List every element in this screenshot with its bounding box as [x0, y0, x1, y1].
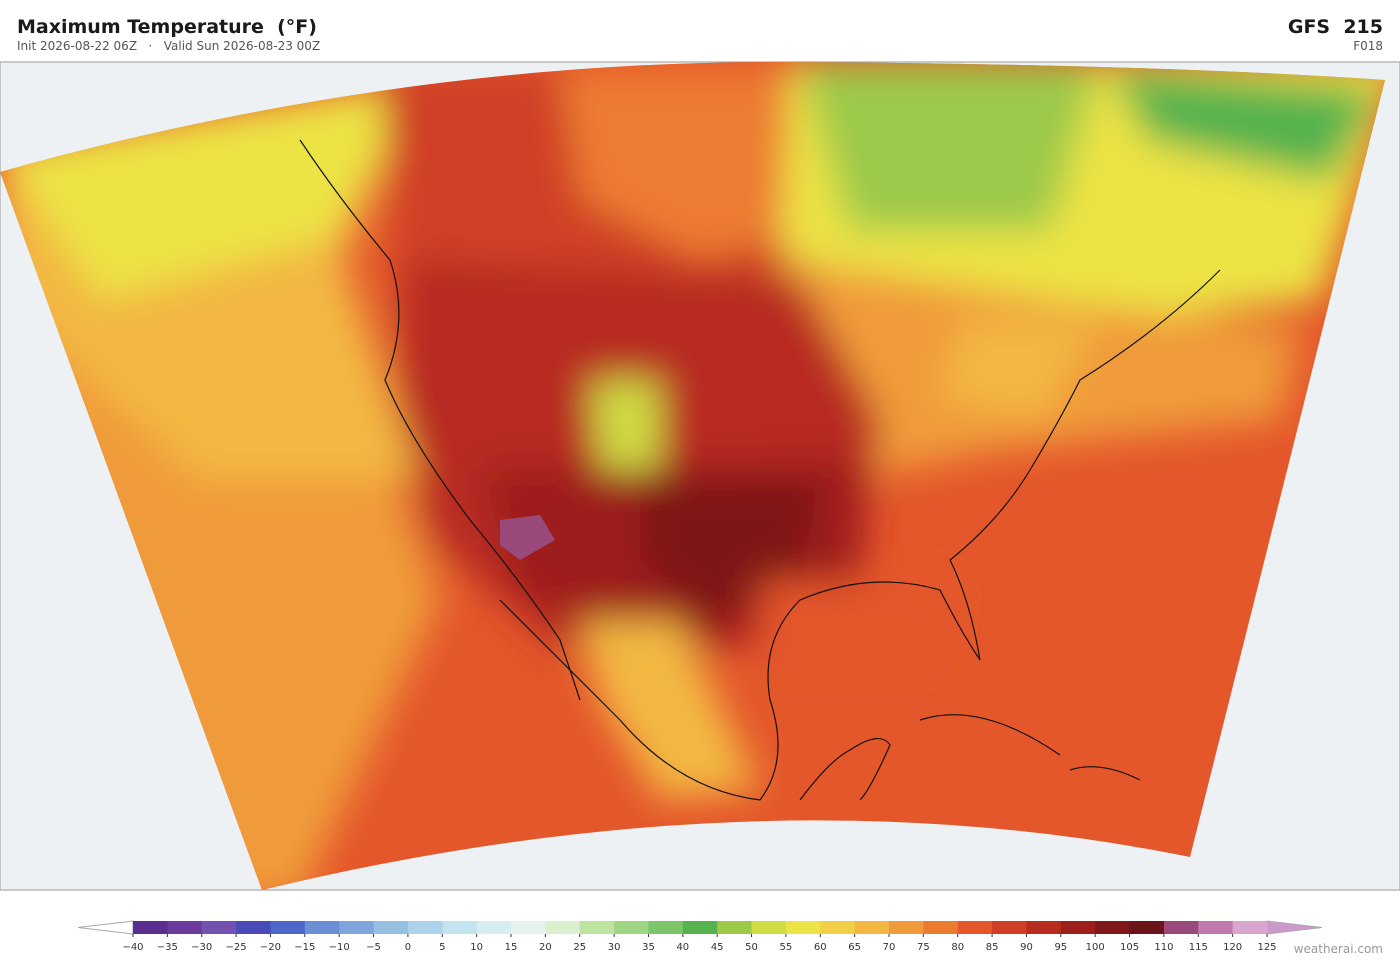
- colorbar-tick-label: 70: [883, 942, 896, 953]
- colorbar-tick-label: 90: [1020, 942, 1033, 953]
- colorbar-segment: [614, 921, 649, 934]
- colorbar-segment: [1163, 921, 1199, 934]
- colorbar-tick-label: −20: [260, 942, 281, 953]
- colorbar-tick-label: 85: [986, 942, 999, 953]
- colorbar-segment: [201, 921, 237, 934]
- colorbar-segment: [957, 921, 993, 934]
- colorbar-tick-label: 10: [470, 942, 483, 953]
- watermark: weatherai.com: [1293, 942, 1383, 956]
- colorbar-tick-label: 5: [439, 942, 445, 953]
- colorbar-segment: [889, 921, 924, 934]
- colorbar-tick-label: 115: [1189, 942, 1208, 953]
- colorbar-segment: [167, 921, 203, 934]
- colorbar-tick-label: −15: [294, 942, 315, 953]
- colorbar-segment: [579, 921, 615, 934]
- colorbar-segment: [992, 921, 1027, 934]
- colorbar-tick-label: 125: [1257, 942, 1276, 953]
- colorbar-tick-label: 65: [848, 942, 861, 953]
- colorbar-tick-label: 15: [505, 942, 518, 953]
- colorbar-segment: [854, 921, 890, 934]
- colorbar-segment: [923, 921, 959, 934]
- colorbar-tick-label: 50: [745, 942, 758, 953]
- colorbar-segment: [648, 921, 684, 934]
- colorbar-tick-label: −30: [191, 942, 212, 953]
- colorbar-tick-label: 105: [1120, 942, 1139, 953]
- colorbar-segment: [1060, 921, 1096, 934]
- colorbar-segment: [373, 921, 409, 934]
- colorbar-segment: [1129, 921, 1165, 934]
- colorbar-segment: [1198, 921, 1234, 934]
- colorbar-over: [1266, 920, 1323, 935]
- colorbar-tick-label: 95: [1054, 942, 1067, 953]
- temperature-field: [0, 61, 1385, 891]
- colorbar-tick-label: 110: [1154, 942, 1173, 953]
- colorbar-tick-label: −5: [366, 942, 381, 953]
- colorbar-segment: [1026, 921, 1062, 934]
- colorbar-segment: [407, 921, 443, 934]
- colorbar-segment: [476, 921, 512, 934]
- colorbar-tick-label: 0: [405, 942, 411, 953]
- colorbar-tick-label: 35: [642, 942, 655, 953]
- colorbar-tick-label: 45: [711, 942, 724, 953]
- colorbar-tick-label: 25: [573, 942, 586, 953]
- colorbar-under: [77, 920, 134, 935]
- forecast-hour: F018: [1353, 39, 1383, 53]
- title: Maximum Temperature (°F): [17, 16, 317, 38]
- colorbar-tick-label: 75: [917, 942, 930, 953]
- colorbar-tick-label: 30: [608, 942, 621, 953]
- colorbar-segment: [717, 921, 753, 934]
- colorbar-tick-label: 60: [814, 942, 827, 953]
- colorbar-segment: [1232, 921, 1268, 934]
- colorbar-segment: [751, 921, 787, 934]
- colorbar-tick-label: 100: [1086, 942, 1105, 953]
- colorbar-segment: [785, 921, 821, 934]
- colorbar-segment: [270, 921, 306, 934]
- colorbar-segment: [236, 921, 271, 934]
- colorbar-segment: [820, 921, 856, 934]
- model-label: GFS 215: [1287, 16, 1383, 38]
- colorbar-tick-label: 20: [539, 942, 552, 953]
- colorbar-tick-label: 120: [1223, 942, 1242, 953]
- colorbar-tick-label: 40: [676, 942, 689, 953]
- colorbar-tick-label: −10: [329, 942, 350, 953]
- colorbar-tick-label: −40: [122, 942, 143, 953]
- colorbar-tick-label: −35: [157, 942, 178, 953]
- colorbar-segment: [442, 921, 478, 934]
- colorbar-tick-label: 55: [780, 942, 793, 953]
- colorbar-tick-label: −25: [226, 942, 247, 953]
- colorbar-segment: [304, 921, 340, 934]
- colorbar-segment: [682, 921, 718, 934]
- colorbar-segment: [1095, 921, 1131, 934]
- coastlines: [299, 139, 1221, 801]
- colorbar-segment: [133, 921, 168, 934]
- colorbar-segment: [545, 921, 581, 934]
- subtitle: Init 2026-08-22 06Z · Valid Sun 2026-08-…: [17, 39, 321, 53]
- colorbar-segment: [511, 921, 546, 934]
- colorbar-segment: [339, 921, 375, 934]
- colorbar-tick-label: 80: [951, 942, 964, 953]
